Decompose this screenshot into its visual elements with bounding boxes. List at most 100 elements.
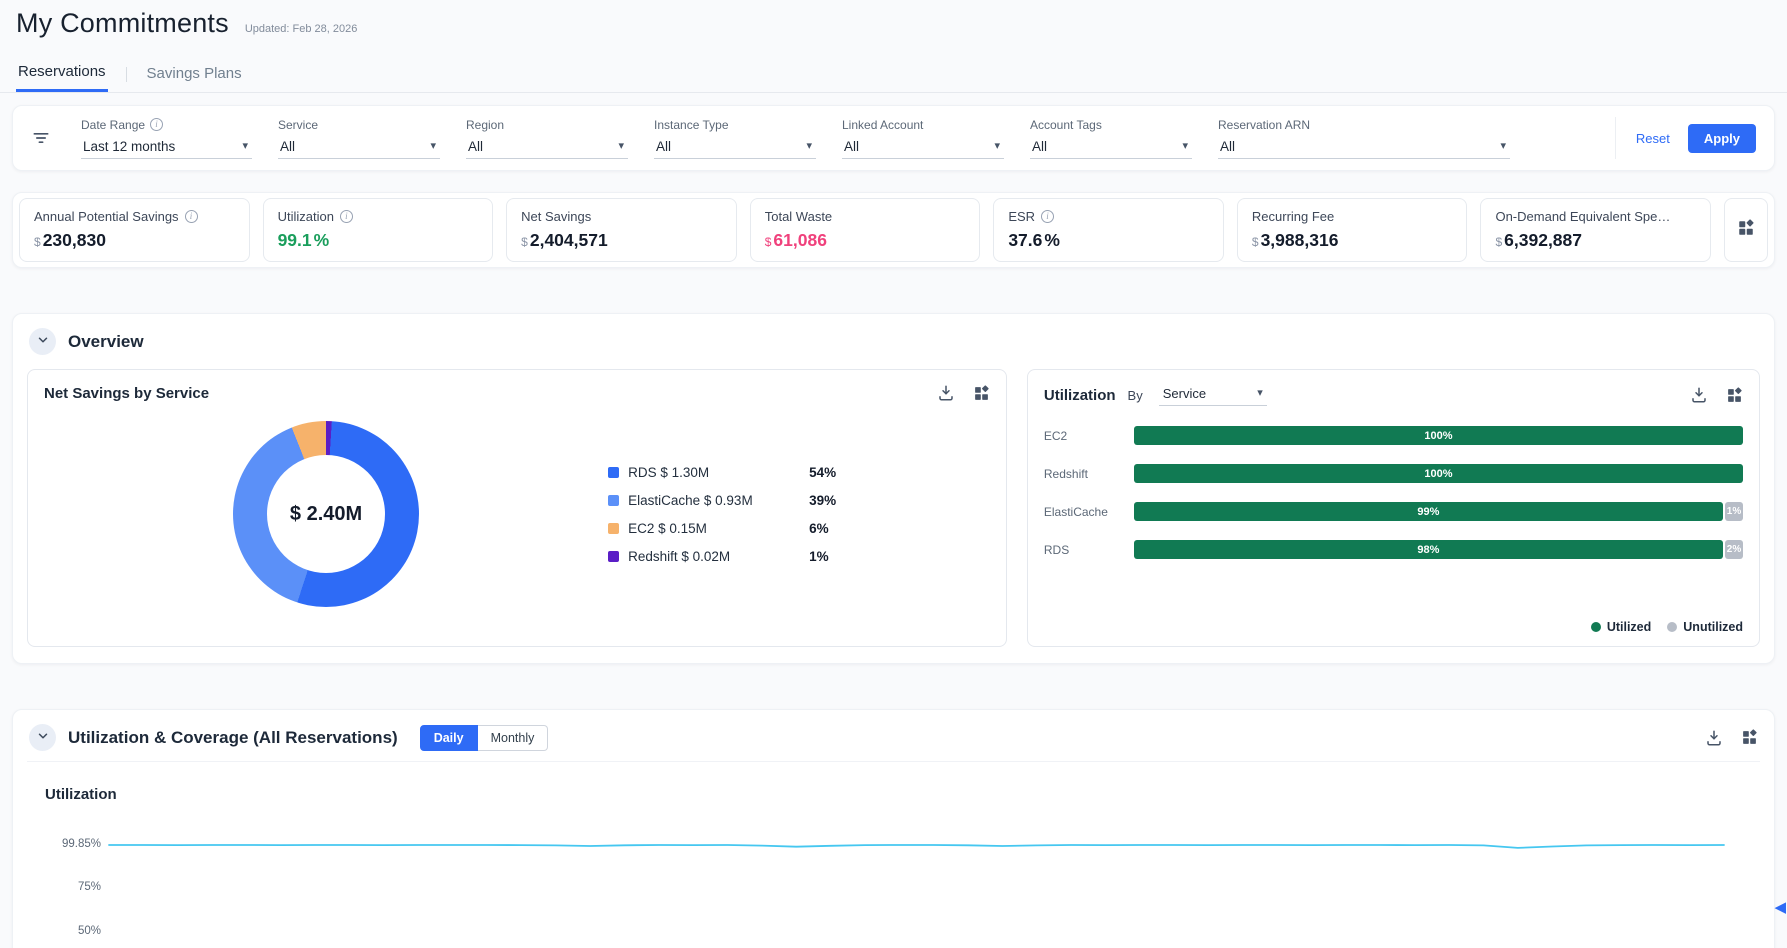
kpi-net-savings: Net Savings $ 2,404,571 [506,198,737,262]
tab-reservations[interactable]: Reservations [16,57,108,92]
bar-track[interactable]: 100% [1133,464,1743,483]
apply-button[interactable]: Apply [1687,123,1756,153]
legend-item-redshift[interactable]: Redshift $ 0.02M 1% [608,549,954,564]
tab-savings-plans[interactable]: Savings Plans [146,64,242,82]
widgets-icon[interactable] [973,384,990,402]
kpi-value: $ 2,404,571 [521,230,722,251]
kpi-value: $ 6,392,887 [1495,230,1696,251]
legend-swatch [608,522,620,534]
filter-label: Service [278,117,319,132]
legend-label: EC2 $ 0.15M [628,520,707,536]
daily-toggle-button[interactable]: Daily [419,724,478,751]
instance-type-select[interactable]: All ▾ [654,137,816,159]
kpi-widgets-button[interactable] [1724,198,1769,262]
linked-account-select[interactable]: All ▾ [842,137,1004,159]
legend-swatch [608,494,620,506]
overview-body: Net Savings by Service $ 2.40M [27,369,1760,647]
kpi-recurring-fee: Recurring Fee $ 3,988,316 [1236,198,1468,262]
overview-title: Overview [68,331,144,351]
bar-track[interactable]: 98% 2% [1133,540,1743,559]
caret-down-icon: ▾ [430,139,436,152]
info-icon[interactable]: i [1041,210,1055,223]
select-value: All [468,138,484,154]
kpi-label: Annual Potential Savings [34,209,179,224]
currency-sign: $ [34,235,41,249]
kpi-label-row: Recurring Fee [1252,209,1453,224]
widgets-icon[interactable] [1741,729,1758,746]
kpi-label-row: Total Waste [765,209,966,224]
select-value: All [844,138,860,154]
select-value: All [656,138,672,154]
filter-label: Region [466,117,505,132]
date-range-select[interactable]: Last 12 months ▾ [81,137,252,159]
kpi-label: Recurring Fee [1251,209,1335,224]
legend-item-ec2[interactable]: EC2 $ 0.15M 6% [608,521,954,536]
legend-item-elasticache[interactable]: ElastiCache $ 0.93M 39% [608,493,954,508]
download-icon[interactable] [1690,386,1708,404]
download-icon[interactable] [1705,729,1723,747]
unutilized-dot [1667,622,1678,632]
kpi-value: 37.6% [1008,230,1209,251]
kpi-number: 99.1 [277,230,312,250]
info-icon[interactable]: i [339,210,353,223]
section-header-icons [1705,729,1758,747]
overview-header: Overview [27,326,1760,365]
card-header-icons [1690,386,1743,404]
kpi-label-row: Annual Potential Savings i [34,209,235,224]
collapse-overview-button[interactable] [29,328,56,355]
account-tags-select[interactable]: All ▾ [1030,137,1192,159]
utilization-bars: EC2 100% Redshift 100% [1044,426,1743,559]
filter-field-region: Region All ▾ [466,118,628,159]
kpi-value: $ 3,988,316 [1252,230,1453,251]
info-icon[interactable]: i [184,210,198,223]
donut-legend: RDS $ 1.30M 54% ElastiCache $ 0.93M 39% … [608,465,990,564]
caret-down-icon: ▾ [1500,139,1506,152]
legend-label: RDS $ 1.30M [628,464,710,480]
bar-track[interactable]: 99% 1% [1133,502,1743,521]
filter-field-account-tags: Account Tags All ▾ [1030,118,1192,159]
utilized-dot [1590,622,1601,632]
legend-pct: 1% [809,548,829,564]
service-select[interactable]: All ▾ [278,137,440,159]
legend-item-rds[interactable]: RDS $ 1.30M 54% [608,465,954,480]
bar-track[interactable]: 100% [1133,426,1743,445]
kpi-suffix: % [313,230,330,250]
currency-sign: $ [521,235,528,249]
kpi-suffix: % [1044,230,1060,250]
net-savings-donut[interactable]: $ 2.40M [233,421,420,607]
legend-pct: 6% [809,520,829,536]
net-savings-card: Net Savings by Service $ 2.40M [27,369,1007,647]
filter-field-reservation-arn: Reservation ARN All ▾ [1218,118,1510,159]
collapse-coverage-button[interactable] [29,724,56,751]
utilization-bar-row: ElastiCache 99% 1% [1044,502,1743,521]
legend-label: Unutilized [1683,620,1743,634]
granularity-toggle: Daily Monthly [419,724,549,751]
info-icon[interactable]: i [150,118,164,131]
monthly-toggle-button[interactable]: Monthly [477,724,549,751]
filter-label: Account Tags [1030,117,1102,132]
kpi-label-row: ESR i [1008,209,1209,224]
group-by-select[interactable]: Service ▾ [1158,384,1267,406]
donut-body: $ 2.40M RDS $ 1.30M 54% ElastiCache $ 0.… [44,402,990,626]
reservation-arn-select[interactable]: All ▾ [1218,137,1510,159]
widgets-icon[interactable] [1726,386,1743,404]
coverage-section: Utilization & Coverage (All Reservations… [12,709,1775,948]
kpi-label: Net Savings [521,209,592,224]
utilization-line-svg [108,844,1725,849]
reset-button[interactable]: Reset [1635,130,1670,146]
utilized-segment: 98% [1133,540,1723,559]
scroll-left-arrow[interactable]: ◀ [1774,899,1786,916]
kpi-value: $ 230,830 [34,230,235,251]
filter-label: Reservation ARN [1218,117,1311,132]
tabs-divider [0,92,1787,93]
kpi-strip: Annual Potential Savings i $ 230,830 Uti… [12,192,1775,268]
legend-unutilized: Unutilized [1667,620,1743,634]
region-select[interactable]: All ▾ [466,137,628,159]
caret-down-icon: ▾ [1182,139,1188,152]
download-icon[interactable] [937,384,955,402]
filter-label: Date Range [81,117,146,132]
y-tick: 75% [77,881,101,893]
filter-list-icon[interactable] [27,124,55,152]
widgets-icon [1737,218,1755,242]
utilization-line-chart: 99.85% 75% 50% 25% 0% [27,815,1760,948]
